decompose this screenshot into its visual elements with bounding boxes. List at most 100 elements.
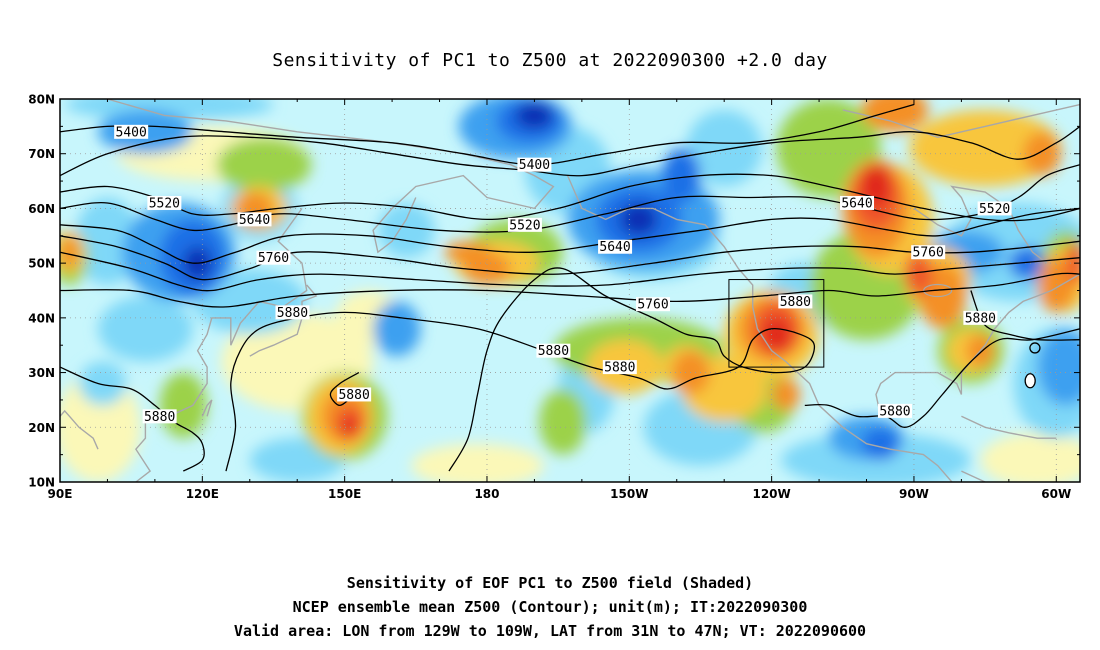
sensitivity-shading	[60, 99, 1080, 482]
contour-label: 5880	[142, 409, 177, 425]
contour-label-text: 5760	[258, 251, 289, 266]
contour-label-bg	[114, 124, 149, 139]
shade-blob	[444, 241, 492, 264]
shade-blob	[686, 109, 763, 187]
shade-blob	[619, 202, 658, 236]
shade-blob	[515, 101, 554, 130]
contour-label-text: 5880	[144, 410, 175, 425]
z500-contour-line	[60, 207, 1080, 264]
valid-area-box	[728, 279, 825, 368]
shade-blob	[980, 432, 1080, 482]
coastline-segment	[961, 470, 986, 482]
contour-label-bg	[337, 387, 372, 402]
caption-line-2: NCEP ensemble mean Z500 (Contour); unit(…	[292, 598, 808, 616]
contour-label-bg	[911, 245, 946, 260]
contour-label-bg	[602, 360, 637, 375]
contour-label: 5760	[911, 245, 946, 261]
lake-outline	[923, 283, 953, 298]
contour-label-text: 5880	[538, 344, 569, 359]
contour-label: 5400	[517, 157, 552, 173]
lat-tick-label: 50N	[28, 257, 55, 271]
latitude-axis: 10N 20N 30N 40N 50N 60N 70N 80N	[28, 93, 1080, 490]
contour-label-text: 5520	[979, 202, 1010, 217]
shade-blob	[373, 301, 421, 357]
longitude-axis: 90E 120E 150E 180 150W 120W 90W 60W	[48, 99, 1071, 501]
contour-label-bg	[598, 239, 633, 254]
contour-label-text: 5400	[116, 125, 147, 140]
lon-tick-label: 120E	[186, 487, 219, 501]
contour-label-bg	[142, 409, 177, 424]
contour-label-bg	[517, 157, 552, 172]
lat-tick-label: 40N	[28, 311, 55, 325]
shade-blob	[1037, 257, 1076, 313]
contour-labels: 5400 5400 5520 5520 5520 5640 5640 5640 5760 5760…	[114, 124, 1012, 425]
shade-blob	[861, 427, 900, 461]
lon-tick-label: 180	[474, 487, 499, 501]
lon-tick-label: 150W	[610, 487, 648, 501]
coastline-segment	[913, 185, 1048, 264]
shade-blob	[539, 388, 587, 455]
graticule	[60, 99, 1080, 482]
contour-label: 5640	[598, 239, 633, 255]
contour-label: 5760	[636, 297, 671, 313]
contour-label-bg	[840, 195, 875, 210]
contour-label: 5880	[778, 294, 813, 310]
lon-tick-label: 120W	[752, 487, 790, 501]
contour-label-text: 5640	[841, 196, 872, 211]
lon-tick-label: 90W	[899, 487, 929, 501]
shade-blob	[1023, 131, 1062, 176]
lon-tick-label: 90E	[48, 487, 73, 501]
contour-label: 5880	[337, 387, 372, 403]
z500-contour-closed	[1024, 373, 1036, 389]
contour-label-bg	[778, 294, 813, 309]
contour-label-bg	[536, 343, 571, 358]
contour-label-text: 5880	[338, 388, 369, 403]
caption-line-3: Valid area: LON from 129W to 109W, LAT f…	[233, 622, 867, 640]
contour-label-text: 5640	[599, 240, 630, 255]
contour-label: 5880	[877, 403, 912, 419]
contour-label-text: 5760	[913, 246, 944, 261]
z500-contour-closed	[1029, 342, 1041, 354]
contour-label-text: 5880	[879, 404, 910, 419]
coastline-segment	[961, 415, 1057, 439]
shade-blob	[97, 295, 193, 362]
shade-blob	[377, 202, 435, 258]
contour-label-bg	[877, 403, 912, 418]
z500-contour-line	[225, 267, 816, 472]
contour-label: 5640	[840, 195, 875, 211]
contour-label-bg	[507, 217, 542, 232]
coastline-segment	[60, 409, 99, 450]
shade-blob	[411, 443, 544, 482]
contour-label-text: 5880	[277, 306, 308, 321]
contour-label-bg	[256, 250, 291, 265]
contour-label-text: 5520	[149, 196, 180, 211]
lat-tick-label: 20N	[28, 421, 55, 435]
contour-label-text: 5880	[965, 311, 996, 326]
contour-label-text: 5880	[780, 295, 811, 310]
contour-label-text: 5400	[519, 158, 550, 173]
shade-blob	[771, 378, 801, 411]
lat-tick-label: 70N	[28, 147, 55, 161]
contour-label: 5520	[507, 217, 542, 233]
contour-label: 5760	[256, 250, 291, 266]
shade-blob	[78, 361, 127, 406]
shade-blob	[861, 99, 929, 132]
contour-label: 5520	[147, 195, 182, 211]
contour-label-bg	[237, 212, 272, 227]
coastline-segment	[842, 103, 1080, 139]
shade-blob	[60, 235, 79, 269]
lon-tick-label: 150E	[328, 487, 361, 501]
z500-contour-line	[60, 173, 1080, 222]
lat-tick-label: 30N	[28, 366, 55, 380]
z500-contour-line	[804, 328, 1080, 428]
contour-label-bg	[275, 305, 310, 320]
contour-label: 5880	[275, 305, 310, 321]
caption-line-1: Sensitivity of EOF PC1 to Z500 field (Sh…	[346, 574, 754, 592]
contour-label-text: 5760	[637, 298, 668, 313]
shade-blob	[1037, 328, 1080, 406]
shade-blob	[159, 372, 208, 439]
shade-blob	[342, 416, 357, 439]
contour-label-text: 5520	[509, 218, 540, 233]
z500-contour-line	[60, 103, 915, 166]
